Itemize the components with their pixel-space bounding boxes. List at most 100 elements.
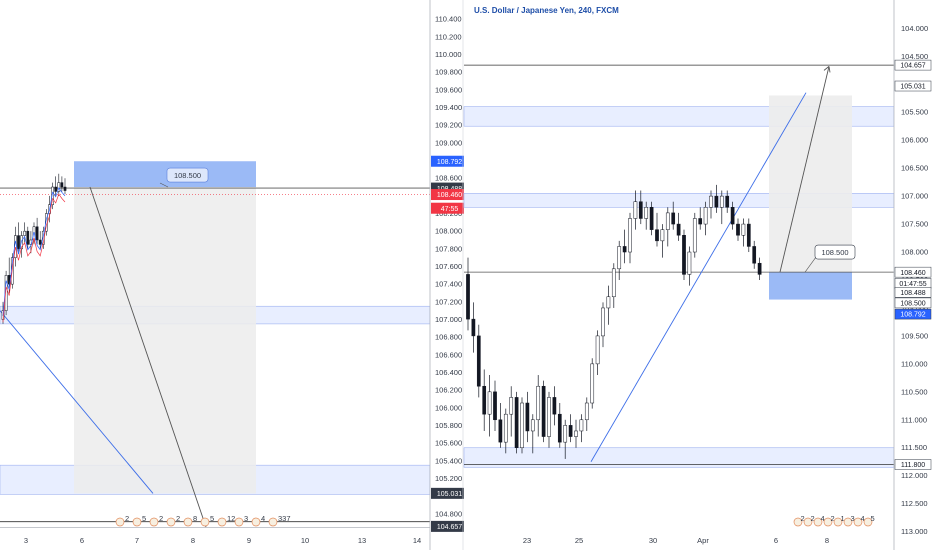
right-candle xyxy=(601,307,605,337)
right-candle xyxy=(466,274,470,320)
left-y-tick-label: 110.200 xyxy=(435,32,462,41)
right-candle xyxy=(644,207,649,219)
right-price-tag xyxy=(894,459,932,470)
right-candle xyxy=(509,397,514,415)
left-chart-pane[interactable]: 108.500 2 5 2 2 8 5 12 3 4 337 3 6 7 8 9 10 13 14 110.400 11… xyxy=(0,0,474,550)
right-y-tick-label: 107.500 xyxy=(901,220,928,229)
left-y-tick-label: 107.800 xyxy=(435,244,462,253)
right-price-tag xyxy=(894,59,932,71)
left-projection-arrow xyxy=(89,186,207,528)
left-y-tick-label: 109.800 xyxy=(435,68,462,77)
right-y-tick-label: 105.500 xyxy=(901,108,928,117)
left-y-tick-label: 107.600 xyxy=(435,262,462,271)
left-y-tick-label: 105.600 xyxy=(435,439,462,448)
right-price-tag xyxy=(894,297,932,309)
right-candle xyxy=(493,391,497,421)
right-candle xyxy=(482,385,487,415)
right-price-tag-label: 108.792 xyxy=(900,312,925,319)
right-y-tick-label: 110.000 xyxy=(901,359,928,368)
left-event-badge xyxy=(268,517,278,527)
left-callout-box xyxy=(166,167,209,183)
left-event-badge-count: 2 xyxy=(159,514,163,523)
right-x-tick-label: 8 xyxy=(825,536,829,545)
right-y-tick-label: 111.500 xyxy=(901,443,927,452)
right-candle xyxy=(649,207,654,230)
left-y-tick-label: 109.600 xyxy=(435,85,462,94)
right-candle xyxy=(665,212,670,230)
left-x-tick-label: 6 xyxy=(80,536,84,545)
left-event-badge xyxy=(183,517,193,527)
left-event-badge-count: 2 xyxy=(125,514,129,523)
right-x-tick-label: 25 xyxy=(575,536,583,545)
right-candle xyxy=(741,223,746,236)
left-position-target-area xyxy=(74,161,256,188)
left-x-tick-label: 9 xyxy=(247,536,251,545)
left-price-tag xyxy=(431,520,468,532)
left-y-tick-label: 108.000 xyxy=(435,227,462,236)
left-event-badge xyxy=(200,517,210,527)
left-y-tick-label: 106.000 xyxy=(435,403,462,412)
right-candle xyxy=(498,419,503,443)
right-candle xyxy=(514,397,519,448)
right-candle xyxy=(574,430,578,437)
right-candle xyxy=(628,218,632,253)
left-event-badge-count: 12 xyxy=(227,514,235,523)
left-candle xyxy=(17,235,20,250)
right-price-tag-label: 108.460 xyxy=(900,270,925,277)
left-y-tick-label: 110.400 xyxy=(435,15,462,24)
left-price-tag xyxy=(431,487,468,499)
left-x-tick-label: 13 xyxy=(358,536,366,545)
right-price-tag-label: 105.031 xyxy=(900,84,925,91)
right-event-badge xyxy=(803,517,813,527)
right-candle xyxy=(709,195,713,208)
right-x-tick-label: 23 xyxy=(523,536,531,545)
right-candle xyxy=(595,335,600,365)
left-event-badge-count: 337 xyxy=(278,514,291,523)
left-event-badge xyxy=(115,517,125,527)
left-price-tag-label: 108.792 xyxy=(437,159,462,166)
right-candle xyxy=(520,402,524,448)
right-x-tick-label: 30 xyxy=(649,536,657,545)
right-y-tick-label: 112.000 xyxy=(901,471,928,480)
left-candle xyxy=(38,239,42,245)
right-candle xyxy=(676,223,681,236)
right-event-badge-count: 2 xyxy=(811,514,815,523)
right-candle xyxy=(746,223,751,247)
right-callout-label: 108.500 xyxy=(821,248,848,257)
left-y-tick-label: 107.000 xyxy=(435,315,462,324)
left-y-tick-label: 105.800 xyxy=(435,421,462,430)
right-event-badge xyxy=(843,517,853,527)
right-candle xyxy=(752,246,757,264)
right-candle xyxy=(698,218,703,225)
left-event-badge xyxy=(251,517,261,527)
left-y-tick-label: 106.600 xyxy=(435,350,462,359)
left-price-tag xyxy=(431,202,468,214)
right-event-badge-count: 3 xyxy=(851,514,855,523)
left-price-tag-label: 105.031 xyxy=(437,491,462,498)
left-y-tick-label: 107.200 xyxy=(435,297,462,306)
left-candle xyxy=(60,182,64,188)
left-candle xyxy=(35,226,39,241)
right-candle xyxy=(714,195,719,208)
left-y-tick-label: 105.200 xyxy=(435,474,462,483)
right-y-tick-label: 106.500 xyxy=(901,164,928,173)
right-event-badge xyxy=(863,517,873,527)
right-price-tag xyxy=(894,266,932,278)
left-event-badge xyxy=(217,517,227,527)
left-event-badge-count: 8 xyxy=(193,514,197,523)
right-candle xyxy=(611,268,616,298)
right-candle xyxy=(660,229,665,242)
right-y-tick-label: 113.000 xyxy=(901,527,928,536)
right-price-tag xyxy=(894,287,932,298)
right-callout-pointer xyxy=(804,256,817,273)
right-candle xyxy=(568,425,573,437)
right-candle xyxy=(730,207,735,225)
left-price-tag-label: 47:55 xyxy=(441,206,459,213)
right-candle xyxy=(682,235,686,275)
right-candle xyxy=(541,385,546,437)
left-y-tick-label: 106.200 xyxy=(435,386,462,395)
left-price-tag-label: 108.460 xyxy=(437,192,462,199)
right-candle xyxy=(719,195,724,208)
